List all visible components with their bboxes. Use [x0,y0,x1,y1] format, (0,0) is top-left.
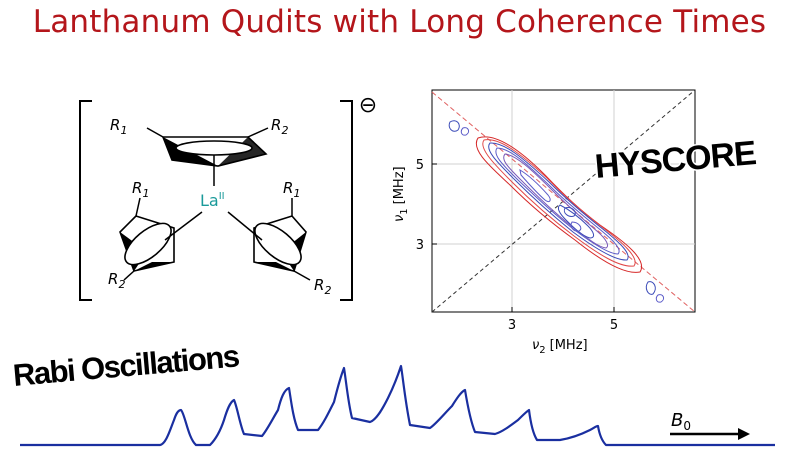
metal-symbol: La [200,191,219,210]
rabi-signal [20,364,775,447]
metal-oxidation: II [219,191,225,202]
metal-label: LaII [200,191,225,210]
substituent-right-upper: R1 [283,179,300,200]
x-tick-5: 5 [610,318,618,333]
y-tick-3: 3 [416,238,424,253]
hyscore-contours [448,120,665,303]
cp-ring-top [146,127,269,167]
anti-diagonal-line [431,91,696,313]
bond-left [164,211,203,241]
page-title: Lanthanum Qudits with Long Coherence Tim… [32,4,767,40]
x-axis-label: ν2 [MHz] [532,338,588,356]
rabi-label: Rabi Oscillations [12,338,240,393]
diagonal-line [431,89,696,313]
cp-ring-left [119,197,175,281]
substituent-top-right: R2 [271,116,288,137]
field-arrow-head [738,428,750,440]
bond-right [227,211,263,241]
right-bracket [340,100,353,301]
x-tick-3: 3 [508,318,516,333]
substituent-right-lower: R2 [314,276,331,297]
left-bracket [79,100,92,301]
charge-symbol: ⊖ [359,93,377,118]
substituent-left-lower: R2 [108,270,125,291]
y-axis-label: ν1[MHz] [392,166,410,222]
substituent-top-left: R1 [110,116,127,137]
substituent-left-upper: R1 [132,179,149,200]
field-label: B0 [671,410,691,433]
y-tick-5: 5 [416,158,424,173]
cp-ring-right [253,198,311,281]
